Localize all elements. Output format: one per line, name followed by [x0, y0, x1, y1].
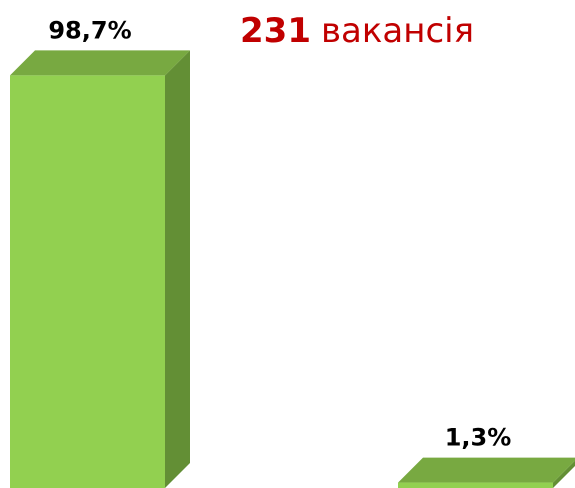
chart-title: 231 вакансія	[240, 11, 474, 51]
bar	[398, 482, 553, 488]
bar-side	[165, 50, 190, 488]
bar-side	[553, 460, 575, 488]
bar-top	[10, 50, 190, 76]
bar-top	[398, 457, 575, 483]
title-count: 231	[240, 11, 311, 51]
value-label: 1,3%	[445, 424, 512, 452]
bar	[10, 75, 165, 488]
value-label: 98,7%	[48, 16, 131, 44]
title-text: вакансія	[321, 11, 474, 51]
